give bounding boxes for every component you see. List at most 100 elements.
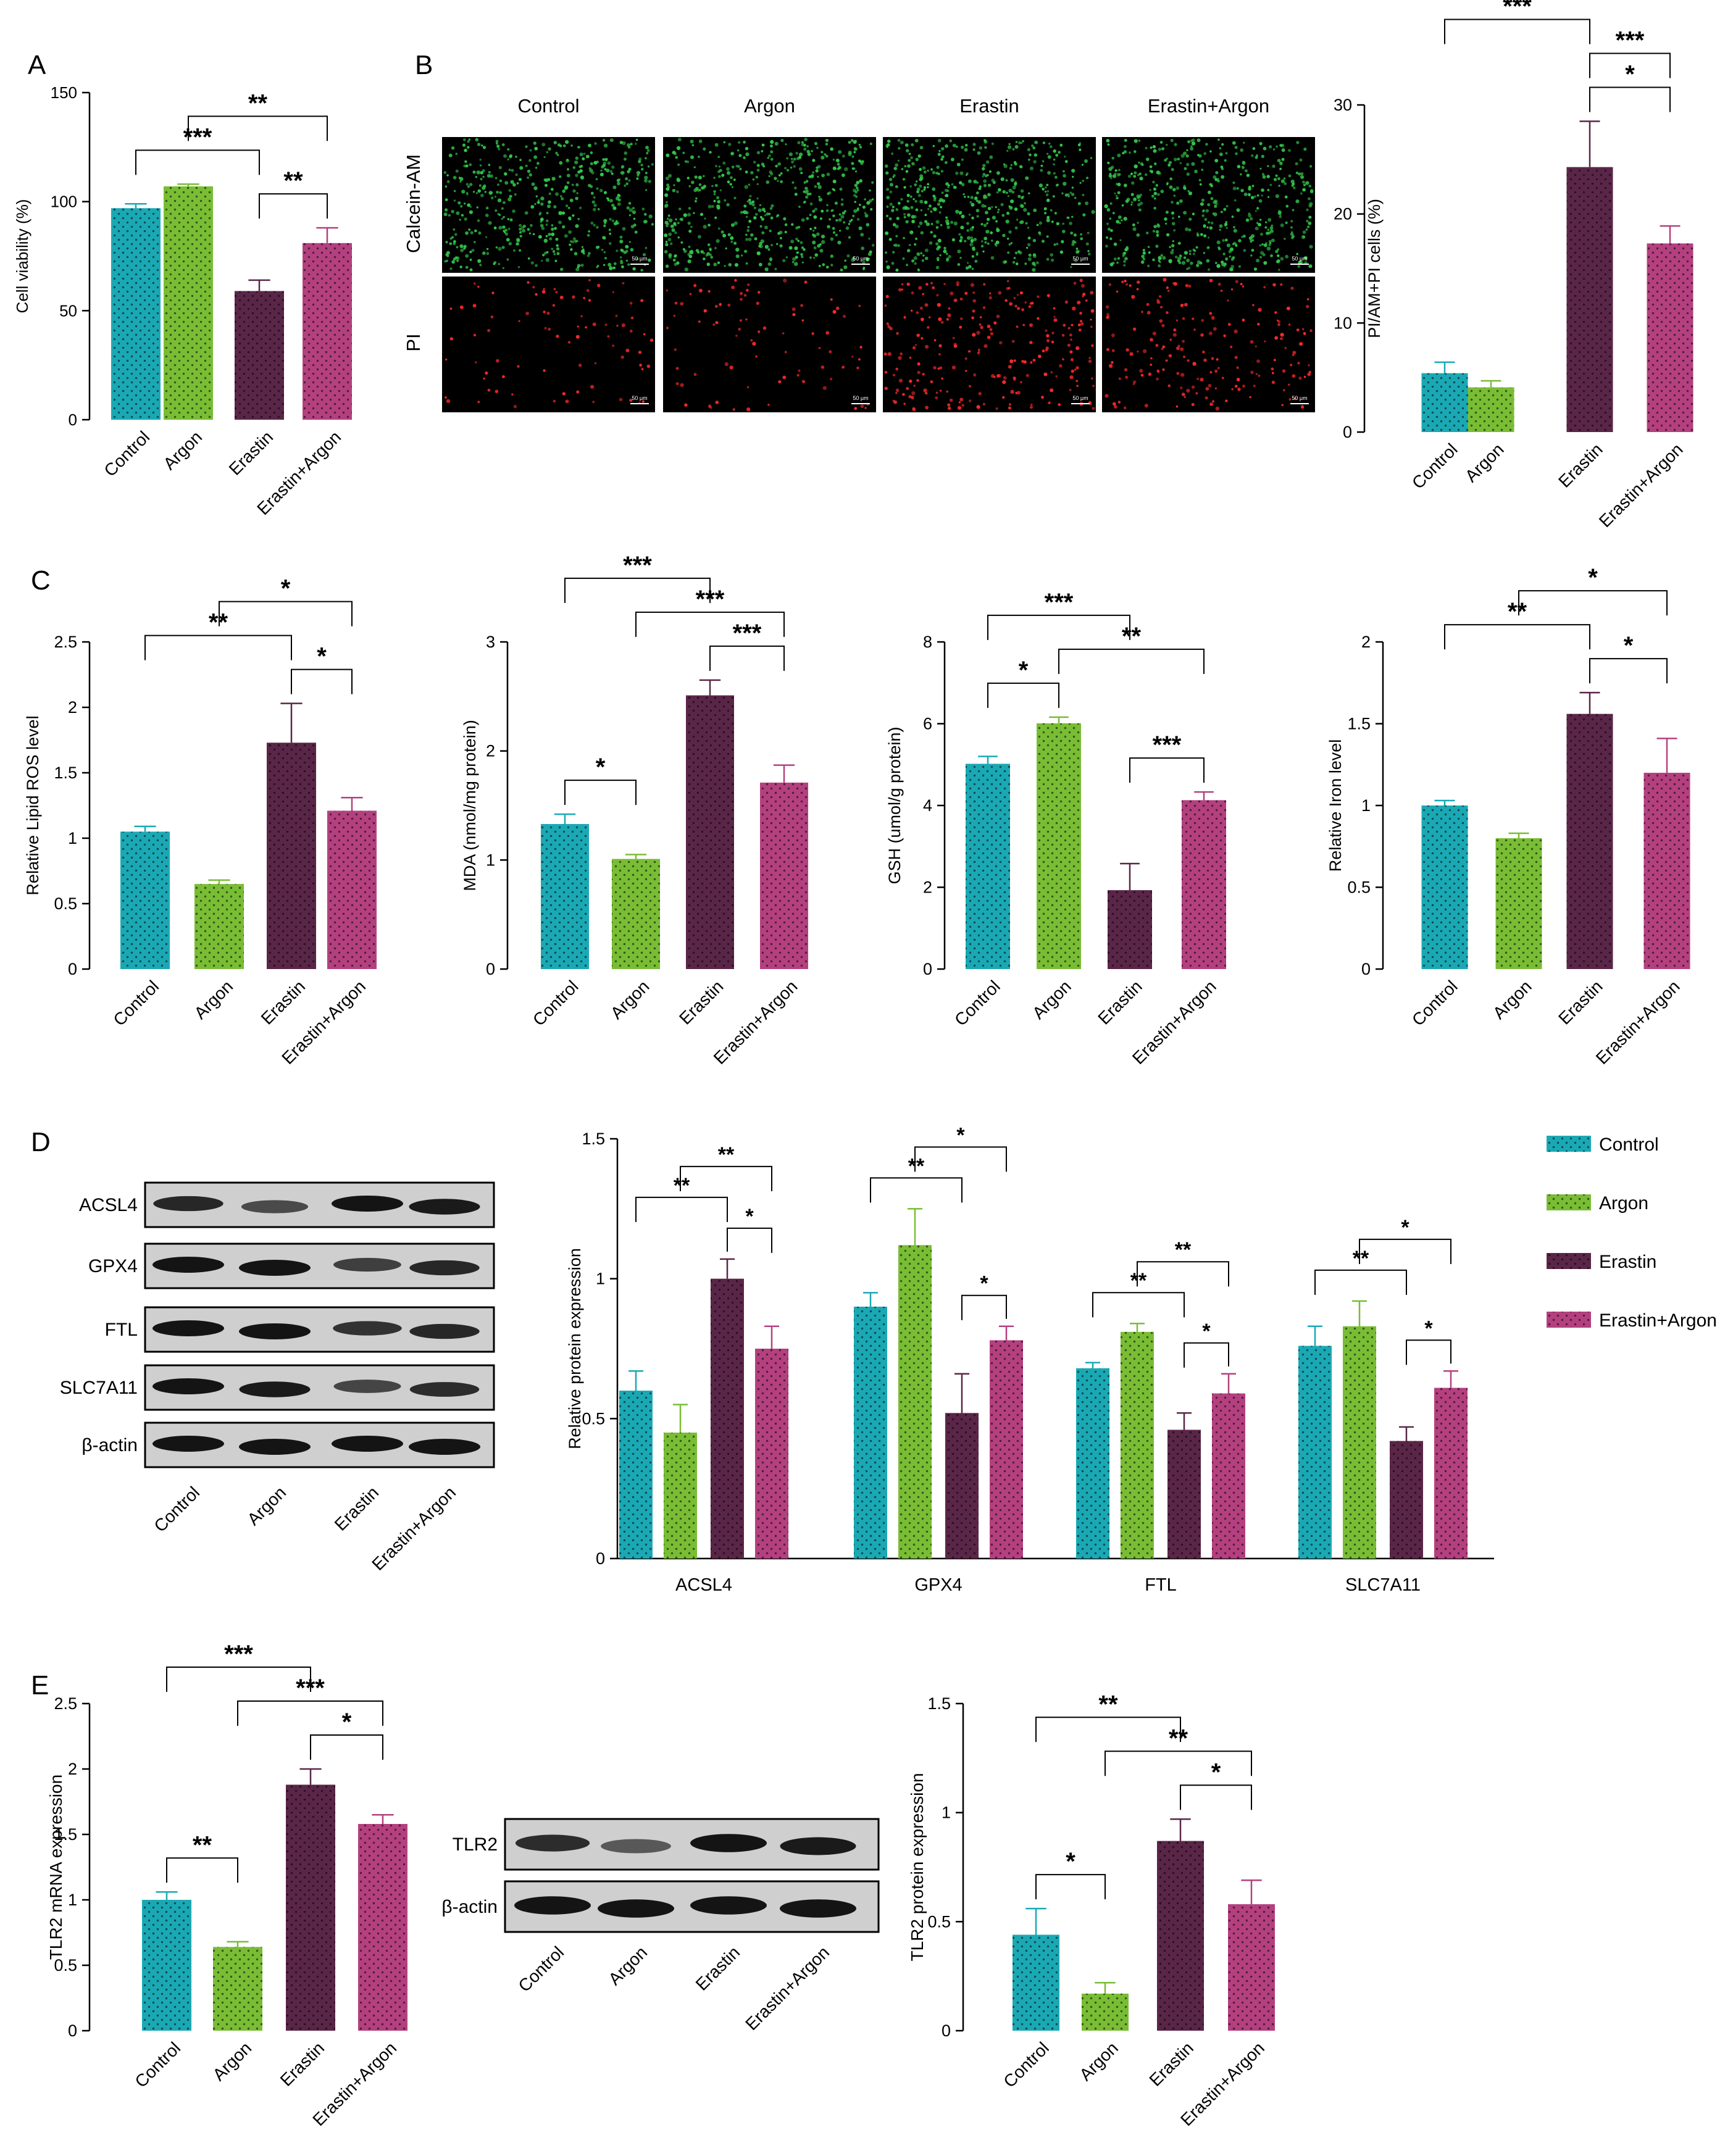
x-tick-label: Argon (1461, 439, 1508, 486)
significance-bracket (1406, 1339, 1451, 1365)
significance-label: *** (183, 123, 212, 151)
chart-c2: 0 1 2 3 MDA (nmol/mg protein) Control Argon Era… (461, 552, 808, 1068)
y-tick-label: 2.5 (54, 633, 77, 651)
blot-lane-label: Control (150, 1483, 203, 1536)
significance-bracket (310, 1734, 383, 1760)
x-category-label: FTL (1145, 1575, 1177, 1595)
y-tick-label: 0 (68, 960, 77, 978)
x-tick-label: Argon (1029, 976, 1075, 1023)
panel-letter-c: C (31, 565, 51, 596)
legend-swatch (1547, 1136, 1591, 1152)
blot-band (333, 1257, 401, 1272)
x-tick-label: Argon (1489, 976, 1535, 1023)
x-tick-label: Control (109, 976, 162, 1030)
significance-label: * (281, 575, 291, 602)
y-tick-label: 1 (942, 1804, 951, 1822)
bar (303, 243, 352, 420)
significance-label: * (1424, 1317, 1433, 1340)
significance-bracket (727, 1227, 772, 1253)
x-tick-label: Erastin (1145, 2038, 1197, 2090)
bar (664, 1433, 697, 1559)
y-tick-label: 2.5 (54, 1694, 77, 1713)
legend-swatch (1547, 1253, 1591, 1269)
x-category-label: GPX4 (914, 1575, 962, 1595)
significance-label: * (1066, 1848, 1075, 1875)
y-axis-label: MDA (nmol/mg protein) (461, 720, 479, 891)
bar (164, 186, 213, 420)
significance-bracket (1518, 590, 1668, 616)
significance-label: ** (1130, 1269, 1147, 1292)
bar (1421, 805, 1468, 969)
scale-bar-label: 50 μm (632, 256, 647, 262)
bar (120, 831, 170, 969)
micrograph: 50 μm (883, 137, 1096, 273)
scale-bar-label: 50 μm (1292, 256, 1307, 262)
y-tick-label: 1.5 (1347, 715, 1371, 733)
y-tick-label: 2 (486, 742, 495, 760)
legend-swatch (1547, 1194, 1591, 1210)
micro-column-label: Control (518, 95, 580, 117)
bar (755, 1349, 788, 1559)
x-tick-label: Erastin (225, 427, 277, 479)
y-tick-label: 0 (486, 960, 495, 978)
blot-band (239, 1260, 311, 1276)
bar (1643, 773, 1690, 969)
significance-bracket (1589, 52, 1671, 78)
blot-band (601, 1839, 671, 1854)
y-axis-label: Relative protein expression (566, 1248, 584, 1449)
micrograph: 50 μm (883, 277, 1096, 412)
bar (1157, 1841, 1204, 2031)
blot-lane-label: Control (514, 1942, 567, 1996)
bar (111, 208, 161, 420)
micrograph: 50 μm (1102, 137, 1315, 273)
bar (760, 782, 808, 969)
y-tick-label: 2 (1361, 633, 1371, 651)
x-tick-label: Erastin (1555, 976, 1606, 1028)
significance-label: ** (193, 1831, 212, 1858)
y-tick-label: 1 (1361, 796, 1371, 815)
blot-band (152, 1436, 224, 1452)
significance-label: ** (674, 1174, 690, 1197)
bar (966, 764, 1010, 969)
significance-bracket (564, 577, 711, 603)
bar (1343, 1326, 1376, 1559)
bar (1037, 723, 1081, 969)
bar (898, 1245, 932, 1559)
bar (1390, 1441, 1423, 1559)
y-tick-label: 2 (68, 698, 77, 717)
y-tick-label: 1 (68, 829, 77, 847)
x-tick-label: Erastin (675, 976, 727, 1028)
panel-letter-b: B (415, 50, 433, 80)
bar (1434, 1388, 1468, 1559)
scale-bar-label: 50 μm (632, 395, 647, 401)
x-tick-label: Argon (209, 2038, 255, 2084)
y-tick-label: 4 (923, 796, 932, 815)
legend-label: Erastin (1599, 1252, 1656, 1272)
y-axis-label: GSH (umol/g protein) (885, 726, 904, 884)
significance-label: *** (1153, 731, 1182, 759)
significance-label: ** (283, 167, 303, 194)
x-tick-label: Erastin (1555, 439, 1606, 491)
x-tick-label: Control (1408, 439, 1461, 493)
significance-bracket (987, 682, 1059, 708)
blot-band (152, 1378, 224, 1394)
western-blot-e: TLR2 β-actin Control Argon ErastinErastin+Ar… (441, 1818, 880, 2034)
significance-bracket (237, 1700, 383, 1726)
y-axis-label: Relative Iron level (1326, 739, 1345, 872)
chart-c4: 0 0.5 1 1.5 2 Relative Iron level Control Argon… (1326, 564, 1690, 1068)
scale-bar-label: 50 μm (853, 256, 868, 262)
significance-bracket (680, 1165, 772, 1191)
y-tick-label: 0.5 (927, 1912, 951, 1931)
significance-bracket (188, 115, 328, 141)
bar (854, 1307, 887, 1559)
significance-bracket (1589, 658, 1668, 684)
blot-band (598, 1899, 674, 1918)
blot-band (780, 1899, 856, 1918)
micrograph: 50 μm (663, 137, 876, 273)
blot-lane-label: Erastin (692, 1942, 744, 1994)
significance-bracket (1359, 1238, 1451, 1264)
blot-row-label: ACSL4 (79, 1195, 138, 1215)
x-tick-label: Erastin+Argon (1595, 439, 1687, 531)
significance-label: *** (733, 620, 762, 647)
